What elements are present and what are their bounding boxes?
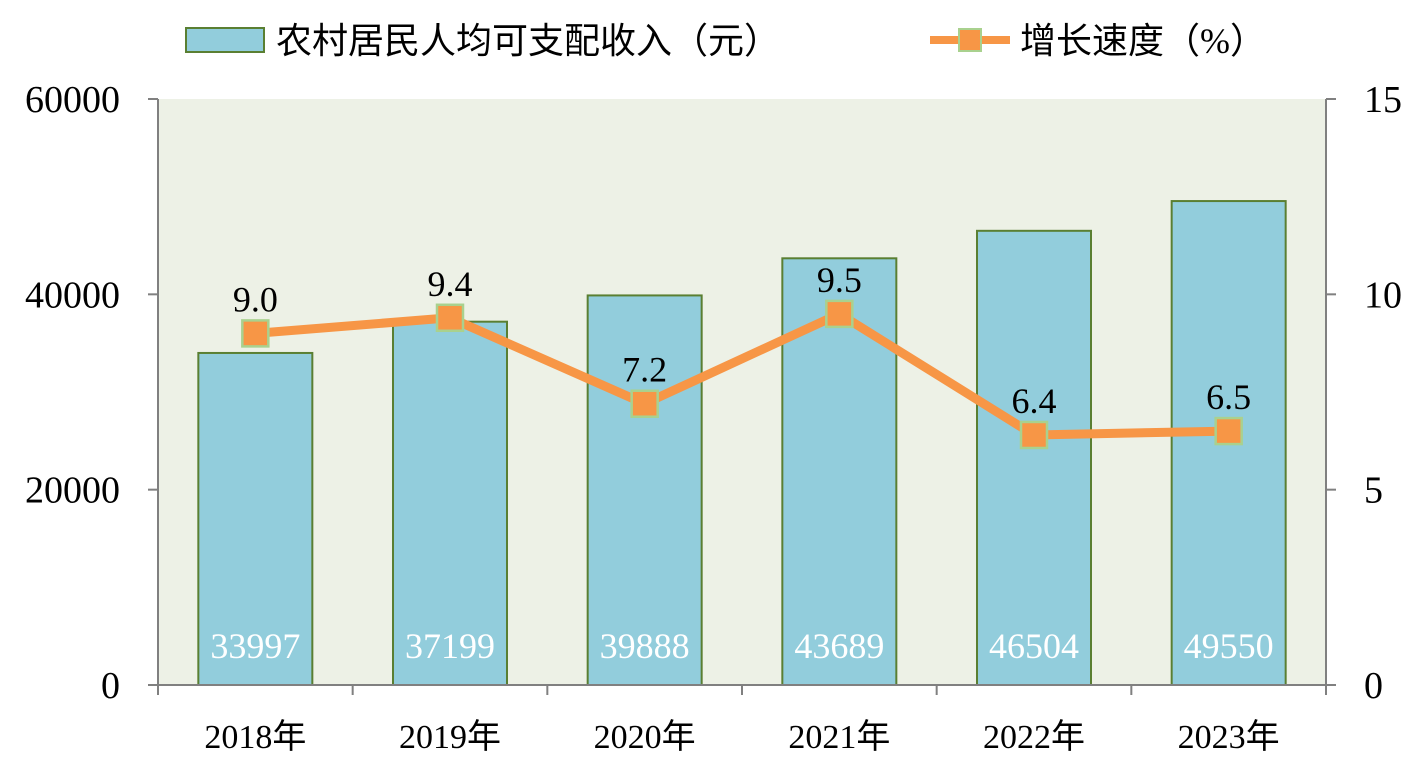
- y-left-tick-label-0: 0: [101, 665, 120, 707]
- y-left-tick-label-3: 60000: [25, 79, 120, 121]
- x-tick-label-0: 2018年: [204, 718, 306, 756]
- y-left-tick-label-2: 40000: [25, 274, 120, 316]
- bar-2: [586, 294, 703, 686]
- x-tick-label-5: 2023年: [1178, 718, 1280, 756]
- line-path: [250, 309, 1234, 440]
- bar-data-label-0: 33997: [210, 626, 300, 666]
- line-data-labels: 9.0 9.4 7.2 9.5 6.4 6.5: [233, 260, 1251, 421]
- bar-data-label-1: 37199: [405, 626, 495, 666]
- bar-data-labels: 33997 37199 39888 43689 46504 49550: [210, 626, 1273, 666]
- x-tick-label-4: 2022年: [983, 718, 1085, 756]
- bar-0: [197, 351, 314, 686]
- legend: 农村居民人均可支配收入（元） 增长速度（%）: [185, 21, 1266, 61]
- line-marker-4: [1019, 420, 1049, 450]
- axes: 0 20000 40000 60000 0 5 10 15: [25, 79, 1402, 707]
- legend-swatch-bar: [185, 27, 265, 53]
- y-right-tick-label-3: 15: [1364, 79, 1402, 121]
- x-axis-tick-labels: 2018年 2019年 2020年 2021年 2022年 2023年: [204, 718, 1279, 756]
- bar-data-label-3: 43689: [794, 626, 884, 666]
- bar-series: [197, 200, 1287, 686]
- line-data-label-2: 7.2: [622, 350, 667, 390]
- line-data-label-1: 9.4: [428, 264, 473, 304]
- y-right-tick-label-1: 5: [1364, 470, 1383, 512]
- line-data-label-0: 9.0: [233, 279, 278, 319]
- line-data-label-5: 6.5: [1206, 377, 1251, 417]
- legend-swatch-marker: [958, 28, 982, 52]
- line-data-label-3: 9.5: [817, 260, 862, 300]
- bar-1: [392, 320, 508, 686]
- x-tick-label-3: 2021年: [788, 718, 890, 756]
- x-tick-label-2: 2020年: [594, 718, 696, 756]
- line-marker-5: [1214, 416, 1243, 446]
- line-marker-3: [825, 299, 854, 329]
- x-tick-label-1: 2019年: [399, 718, 501, 756]
- plot-background: [158, 99, 1326, 685]
- bar-data-label-4: 46504: [989, 626, 1079, 666]
- bar-data-label-2: 39888: [600, 626, 690, 666]
- y-right-tick-label-2: 10: [1364, 274, 1402, 316]
- legend-label-bar: 农村居民人均可支配收入（元）: [276, 21, 780, 61]
- line-marker-0: [241, 319, 270, 348]
- y-left-tick-label-1: 20000: [25, 470, 120, 512]
- line-marker-2: [630, 389, 659, 418]
- bar-data-label-5: 49550: [1184, 626, 1274, 666]
- bar-4: [976, 229, 1092, 686]
- legend-label-line: 增长速度（%）: [1020, 21, 1266, 61]
- line-marker-1: [435, 303, 465, 333]
- y-right-tick-label-0: 0: [1364, 665, 1383, 707]
- line-series: [241, 299, 1243, 450]
- line-data-label-4: 6.4: [1012, 381, 1057, 421]
